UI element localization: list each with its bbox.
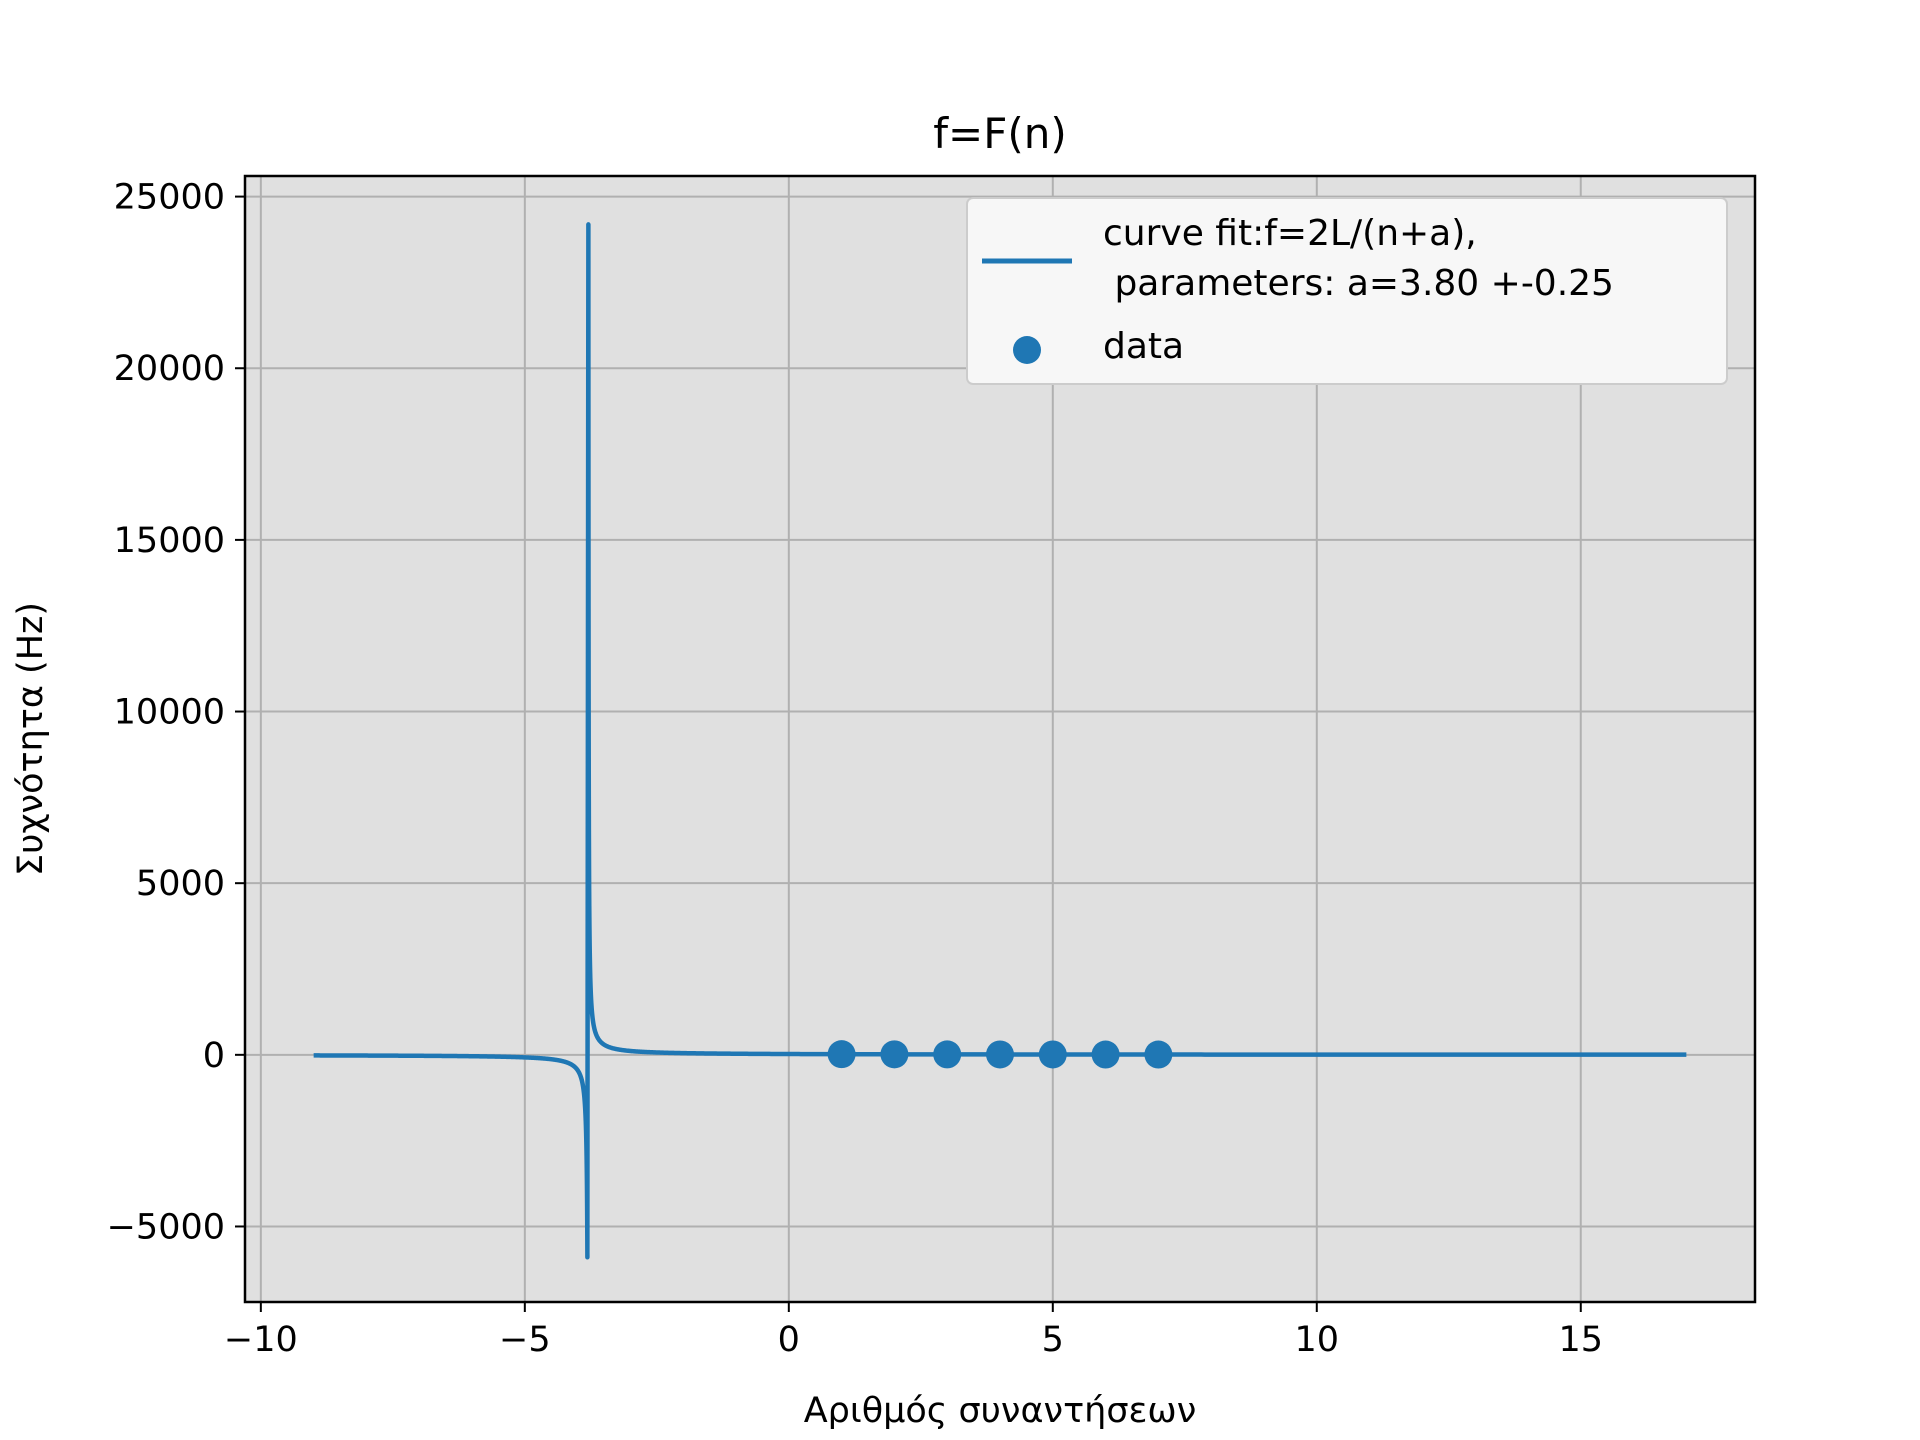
y-tick-label: 5000	[136, 864, 225, 904]
y-tick-label: 10000	[114, 693, 225, 733]
plot-clip-group	[312, 222, 1687, 1260]
legend-fit-label-line2: parameters: a=3.80 +-0.25	[1103, 263, 1614, 304]
data-point	[986, 1040, 1014, 1069]
fit-curve	[312, 222, 1687, 1260]
data-point	[1038, 1040, 1067, 1069]
data-point	[880, 1040, 909, 1069]
y-tick-label: 15000	[114, 521, 225, 561]
data-point	[1144, 1040, 1173, 1069]
x-tick-label: 10	[1295, 1320, 1340, 1360]
y-tick-label: 25000	[114, 178, 225, 218]
legend-fit-label-line1: curve fit:f=2L/(n+a),	[1103, 213, 1477, 254]
y-tick-label: 20000	[114, 349, 225, 389]
chart-title: f=F(n)	[933, 109, 1067, 158]
legend-dot-marker	[1013, 336, 1041, 364]
x-tick-label: 0	[778, 1320, 800, 1360]
data-point	[933, 1040, 962, 1069]
legend-data-label: data	[1103, 326, 1184, 367]
data-point	[1091, 1040, 1120, 1069]
y-tick-label: −5000	[107, 1207, 225, 1247]
legend-box	[966, 197, 1728, 385]
y-tick-label: 0	[203, 1036, 225, 1076]
legend: curve fit:f=2L/(n+a), parameters: a=3.80…	[966, 197, 1728, 385]
y-axis-label: Συχνότητα (Hz)	[11, 602, 51, 876]
x-axis-label: Αριθμός συναντήσεων	[804, 1391, 1197, 1431]
x-tick-label: −5	[499, 1320, 551, 1360]
x-tick-label: 5	[1042, 1320, 1064, 1360]
data-point	[827, 1040, 856, 1069]
x-tick-label: −10	[224, 1320, 298, 1360]
x-tick-label: 15	[1558, 1320, 1603, 1360]
axes-frame	[243, 174, 1757, 1304]
